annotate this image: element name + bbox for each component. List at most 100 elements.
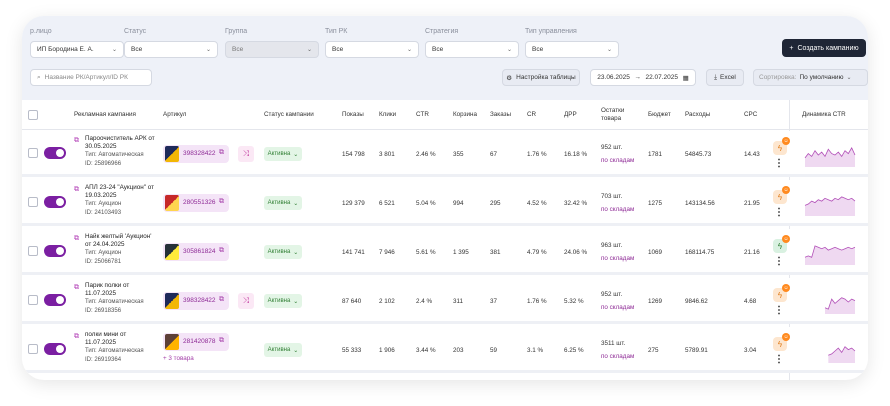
row-checkbox[interactable] — [28, 295, 38, 305]
status-label: Активна — [267, 347, 291, 353]
management-type-select[interactable]: Все ⌄ — [525, 41, 619, 58]
external-link-icon[interactable]: ⧉ — [74, 333, 79, 340]
status-badge[interactable]: Активна ⌄ — [264, 343, 302, 357]
col-clicks[interactable]: Клики — [379, 111, 397, 118]
external-link-icon[interactable]: ⧉ — [74, 186, 79, 193]
status-badge[interactable]: Активна ⌄ — [264, 196, 302, 210]
filter-label: Тип РК — [325, 28, 348, 35]
create-campaign-button[interactable]: + Создать кампанию — [782, 39, 866, 57]
col-cr[interactable]: CR — [527, 111, 537, 118]
article-number[interactable]: 398328422 — [183, 297, 216, 304]
table-row[interactable]: ⧉ Найк желтый 'Аукцион' от 24.04.2025 Ти… — [22, 229, 868, 275]
chevron-down-icon: ⌄ — [406, 47, 412, 53]
external-link-icon[interactable]: ⧉ — [74, 284, 79, 291]
table-row[interactable]: ⧉ Пароочиститель АРК от 30.05.2025 Тип: … — [22, 131, 868, 177]
col-stock[interactable]: Остатки товара — [601, 107, 625, 122]
row-checkbox[interactable] — [28, 344, 38, 354]
legal-entity-select[interactable]: ИП Бородина Е. А. ⌄ — [30, 41, 124, 58]
col-shows[interactable]: Показы — [342, 111, 364, 118]
article-badge[interactable] — [163, 145, 229, 163]
shuffle-icon[interactable]: ⤨ — [238, 146, 254, 162]
article-number[interactable]: 398328422 — [183, 150, 216, 157]
campaign-toggle[interactable] — [44, 294, 66, 306]
calendar-icon: ▦ — [682, 74, 689, 82]
col-budget[interactable]: Бюджет — [648, 111, 671, 118]
more-options-icon[interactable]: ⋮ — [774, 158, 784, 169]
article-number[interactable]: 305861824 — [183, 248, 216, 255]
col-orders[interactable]: Заказы — [490, 111, 512, 118]
product-thumbnail — [165, 334, 179, 350]
campaign-toggle[interactable] — [44, 196, 66, 208]
cpc-value: 21.95 — [744, 200, 760, 207]
external-link-icon[interactable]: ⧉ — [74, 137, 79, 144]
search-input[interactable]: ⌕ Название РК/Артикул/ID РК — [30, 69, 152, 86]
strategy-select[interactable]: Все ⌄ — [425, 41, 519, 58]
sort-select[interactable]: Сортировка: По умолчанию ⌄ — [753, 69, 868, 86]
excel-export-button[interactable]: ⤓ Excel — [706, 69, 744, 86]
more-options-icon[interactable]: ⋮ — [774, 207, 784, 218]
article-badge[interactable] — [163, 243, 229, 261]
stock-by-warehouse-link[interactable]: по складам — [601, 255, 635, 262]
col-status[interactable]: Статус кампании — [264, 111, 314, 118]
shows-value: 55 333 — [342, 347, 362, 354]
campaign-toggle[interactable] — [44, 245, 66, 257]
article-badge[interactable] — [163, 194, 229, 212]
chevron-down-icon: ⌄ — [293, 151, 299, 158]
status-badge[interactable]: Активна ⌄ — [264, 147, 302, 161]
more-options-icon[interactable]: ⋮ — [774, 256, 784, 267]
select-all-checkbox[interactable] — [28, 100, 38, 130]
stock-by-warehouse-link[interactable]: по складам — [601, 206, 635, 213]
row-checkbox[interactable] — [28, 148, 38, 158]
article-badge[interactable] — [163, 292, 229, 310]
col-cart[interactable]: Корзина — [453, 111, 477, 118]
campaign-name[interactable]: Пароочиститель АРК от 30.05.2025 — [85, 135, 155, 150]
external-link-icon[interactable]: ⧉ — [74, 235, 79, 242]
col-cpc[interactable]: CPC — [744, 111, 758, 118]
campaign-toggle[interactable] — [44, 147, 66, 159]
campaign-name[interactable]: Парик полки от 11.07.2025 — [85, 282, 130, 297]
campaign-name[interactable]: полки мини от 11.07.2025 — [85, 331, 127, 346]
col-spend[interactable]: Расходы — [685, 111, 711, 118]
more-options-icon[interactable]: ⋮ — [774, 354, 784, 365]
drr-value: 32.42 % — [564, 200, 588, 207]
status-badge[interactable]: Активна ⌄ — [264, 294, 302, 308]
col-campaign[interactable]: Рекламная кампания — [74, 111, 136, 118]
stock-by-warehouse-link[interactable]: по складам — [601, 304, 635, 311]
row-checkbox[interactable] — [28, 246, 38, 256]
table-row[interactable]: ⧉ Парик полки от 11.07.2025 Тип: Автомат… — [22, 278, 868, 324]
campaign-name[interactable]: АПЛ 23-24 "Аукцион" от 19.03.2025 — [85, 184, 154, 199]
col-article[interactable]: Артикул — [163, 111, 187, 118]
drr-value: 24.06 % — [564, 249, 588, 256]
more-options-icon[interactable]: ⋮ — [774, 305, 784, 316]
row-checkbox[interactable] — [28, 197, 38, 207]
select-value: Все — [232, 46, 244, 53]
copy-icon[interactable]: ⧉ — [219, 296, 224, 303]
status-select[interactable]: Все ⌄ — [124, 41, 218, 58]
sort-label: Сортировка: — [759, 74, 797, 81]
copy-icon[interactable]: ⧉ — [219, 198, 224, 205]
article-badge[interactable] — [163, 333, 229, 351]
col-ctr[interactable]: CTR — [416, 111, 429, 118]
table-row[interactable]: ⧉ АПЛ 23-24 "Аукцион" от 19.03.2025 Тип:… — [22, 180, 868, 226]
filter-label: Статус — [124, 28, 147, 35]
copy-icon[interactable]: ⧉ — [219, 247, 224, 254]
article-number[interactable]: 280551326 — [183, 199, 216, 206]
col-drr[interactable]: ДРР — [564, 111, 577, 118]
article-number[interactable]: 281420878 — [183, 338, 216, 345]
ctr-value: 5.61 % — [416, 249, 436, 256]
copy-icon[interactable]: ⧉ — [219, 337, 224, 344]
more-goods-link[interactable]: + 3 товара — [163, 355, 194, 362]
date-from: 23.06.2025 — [597, 74, 630, 81]
campaign-toggle[interactable] — [44, 343, 66, 355]
shuffle-icon[interactable]: ⤨ — [238, 293, 254, 309]
rk-type-select[interactable]: Все ⌄ — [325, 41, 419, 58]
date-range-picker[interactable]: 23.06.2025 → 22.07.2025 ▦ — [590, 69, 696, 86]
stock-by-warehouse-link[interactable]: по складам — [601, 353, 635, 360]
table-row[interactable]: ⧉ полки мини от 11.07.2025 Тип: Автомати… — [22, 327, 868, 373]
status-label: Активна — [267, 298, 291, 304]
table-settings-button[interactable]: ⚙ Настройка таблицы — [502, 69, 580, 86]
stock-by-warehouse-link[interactable]: по складам — [601, 157, 635, 164]
campaign-name[interactable]: Найк желтый 'Аукцион' от 24.04.2025 — [85, 233, 152, 248]
copy-icon[interactable]: ⧉ — [219, 149, 224, 156]
status-badge[interactable]: Активна ⌄ — [264, 245, 302, 259]
